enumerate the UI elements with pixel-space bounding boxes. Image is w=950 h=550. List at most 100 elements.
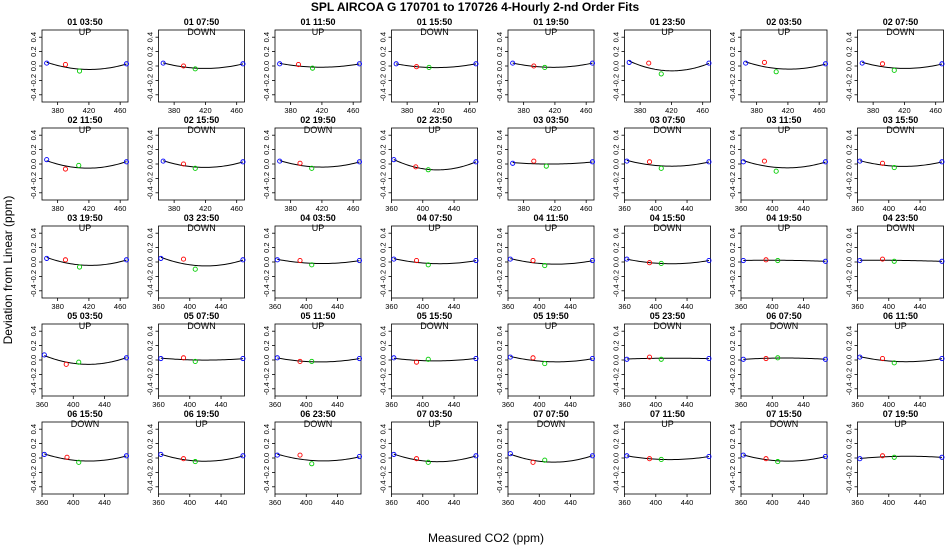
y-tick-label: 0.0	[379, 453, 388, 463]
data-point	[542, 361, 548, 367]
x-tick-label: 440	[914, 204, 927, 213]
data-point	[473, 453, 479, 459]
data-point	[425, 356, 431, 362]
panel-direction: UP	[312, 27, 325, 37]
x-tick-label: 400	[766, 204, 779, 213]
x-tick-label: 400	[417, 204, 430, 213]
y-tick-label: 0.2	[29, 144, 38, 154]
x-tick-label: 440	[331, 498, 344, 507]
data-point	[297, 358, 303, 364]
data-point	[62, 166, 69, 172]
x-tick-label: 440	[681, 400, 694, 409]
data-point	[309, 358, 315, 364]
y-tick-label: 0.2	[728, 242, 737, 252]
data-point	[473, 61, 479, 67]
y-tick-label: 0.2	[612, 242, 621, 252]
panel-direction: DOWN	[187, 321, 216, 331]
y-tick-label: -0.4	[379, 480, 388, 493]
x-tick-label: 440	[681, 302, 694, 311]
data-point	[891, 258, 897, 264]
panel-title: 05 07:50	[184, 311, 220, 321]
data-point	[624, 158, 630, 164]
y-tick-label: 0.2	[29, 340, 38, 350]
data-point	[76, 68, 83, 74]
data-point	[425, 262, 431, 268]
data-point	[706, 454, 712, 460]
panel-frame	[857, 225, 944, 299]
fit-curve	[743, 160, 826, 169]
y-tick-label: 0.2	[262, 144, 271, 154]
panel-direction: DOWN	[187, 223, 216, 233]
y-tick-label: -0.4	[379, 284, 388, 297]
data-point	[775, 258, 781, 264]
y-tick-label: 0.0	[29, 453, 38, 463]
data-point	[76, 459, 82, 465]
x-tick-label: 380	[284, 106, 297, 115]
data-point	[706, 356, 712, 362]
y-tick-label: 0.0	[612, 355, 621, 365]
y-tick-label: 0.4	[728, 424, 737, 434]
data-point	[356, 159, 362, 165]
y-tick-label: 0.4	[379, 130, 388, 140]
x-tick-label: 360	[269, 498, 282, 507]
fit-curve	[859, 259, 942, 262]
x-tick-label: 400	[766, 302, 779, 311]
y-tick-label: 0.4	[29, 130, 38, 140]
panel-frame	[41, 29, 129, 103]
y-tick-label: -0.4	[612, 88, 621, 101]
y-tick-label: 0.2	[262, 438, 271, 448]
panel-title: 07 11:50	[650, 409, 685, 419]
data-point	[542, 457, 548, 463]
y-tick-label: -0.2	[612, 466, 621, 479]
y-tick-label: -0.2	[262, 172, 271, 185]
data-point	[356, 258, 362, 264]
y-tick-label: -0.2	[379, 74, 388, 87]
y-tick-label: -0.2	[29, 368, 38, 381]
data-point	[123, 453, 129, 459]
x-tick-label: 360	[735, 400, 748, 409]
data-point	[624, 356, 630, 362]
y-tick-label: -0.2	[262, 270, 271, 283]
data-point	[160, 158, 166, 164]
y-tick-label: 0.0	[495, 159, 504, 169]
y-tick-label: -0.4	[146, 284, 155, 297]
y-tick-label: 0.4	[612, 228, 621, 238]
x-tick-label: 460	[580, 204, 593, 213]
data-point	[530, 355, 536, 361]
fit-curve	[160, 357, 243, 361]
panel-title: 01 23:50	[650, 17, 686, 27]
y-tick-label: -0.2	[29, 270, 38, 283]
y-tick-label: 0.0	[728, 159, 737, 169]
x-tick-label: 400	[883, 204, 896, 213]
y-tick-label: -0.2	[612, 172, 621, 185]
data-point	[879, 453, 886, 459]
data-point	[180, 456, 187, 462]
x-tick-label: 460	[696, 106, 709, 115]
y-tick-label: 0.0	[29, 257, 38, 267]
y-tick-label: 0.4	[262, 32, 271, 42]
data-point	[773, 69, 779, 75]
panel-title: 04 15:50	[650, 213, 686, 223]
panel-direction: UP	[545, 27, 558, 37]
panel-direction: UP	[312, 321, 325, 331]
data-point	[589, 453, 595, 459]
x-tick-label: 420	[83, 106, 96, 115]
data-point	[939, 454, 945, 460]
y-tick-label: -0.4	[29, 186, 38, 199]
data-point	[63, 361, 69, 367]
y-tick-label: -0.4	[29, 382, 38, 395]
fit-curve	[859, 160, 943, 167]
fit-curve	[44, 453, 127, 462]
fit-curve	[862, 61, 943, 69]
y-tick-label: 0.2	[495, 438, 504, 448]
x-tick-label: 360	[851, 400, 864, 409]
